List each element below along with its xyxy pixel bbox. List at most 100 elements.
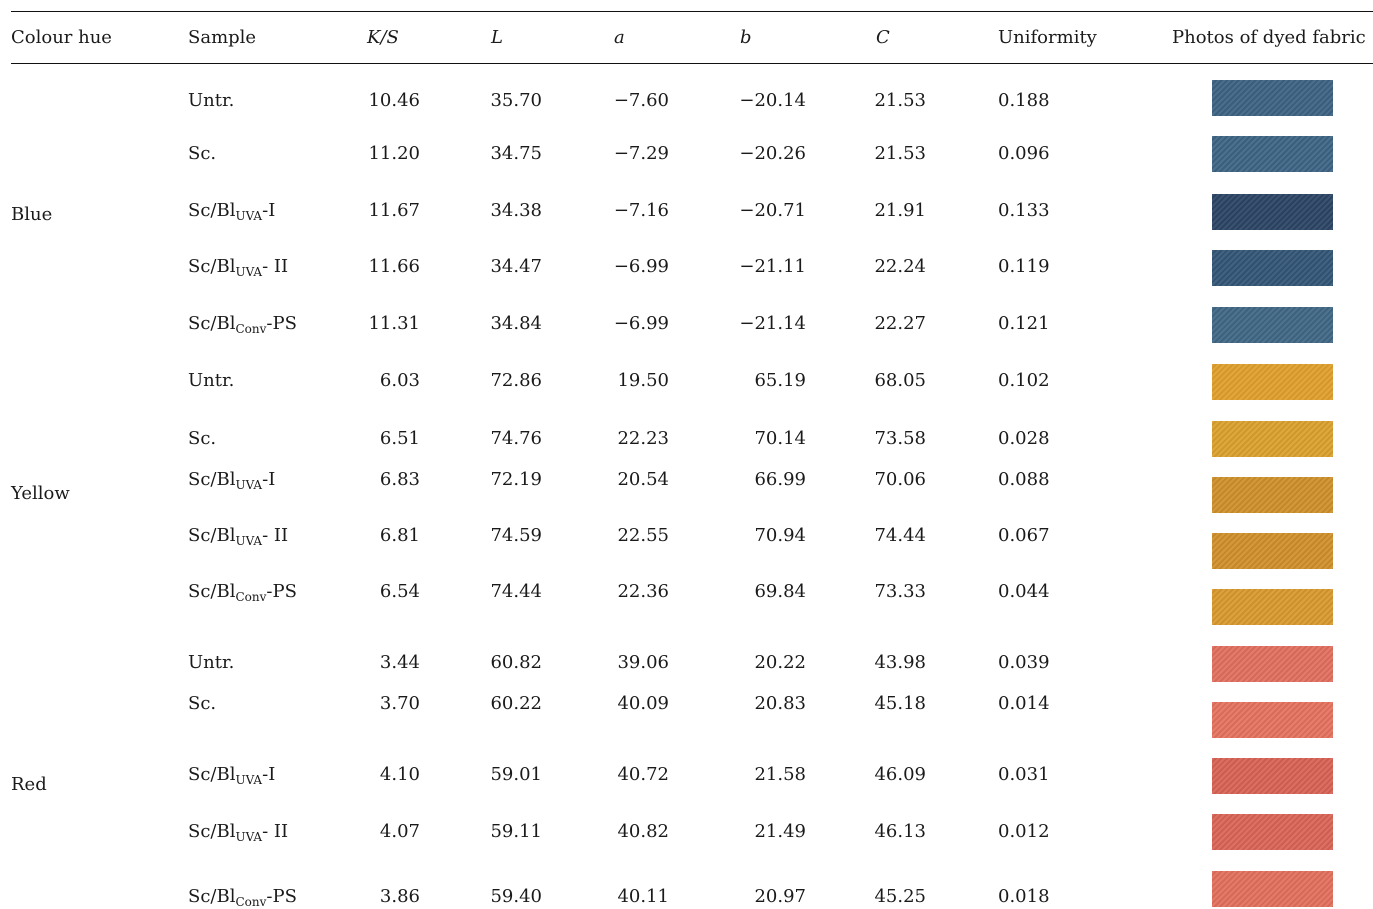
b-value: 20.22 <box>754 652 806 673</box>
b-value: 69.84 <box>754 581 806 602</box>
uniformity-value: 0.018 <box>998 886 1050 907</box>
sample-cell: Sc/BlConv-PS <box>188 313 297 335</box>
uniformity-value: 0.039 <box>998 652 1050 673</box>
sample-base: Sc/Bl <box>188 581 236 602</box>
ks-value: 11.31 <box>368 313 420 334</box>
a-value: 22.36 <box>617 581 669 602</box>
b-value: 70.94 <box>754 525 806 546</box>
sample-subscript: UVA <box>235 265 263 279</box>
sample-suffix: -I <box>262 200 276 221</box>
sample-suffix: - II <box>262 821 289 842</box>
fabric-swatch <box>1212 589 1333 625</box>
sample-suffix: - II <box>262 525 289 546</box>
a-value: 39.06 <box>617 652 669 673</box>
sample-base: Sc. <box>188 428 217 449</box>
ks-value: 4.10 <box>379 764 420 785</box>
l-value: 34.47 <box>490 256 542 277</box>
header-colour-hue: Colour hue <box>11 27 112 48</box>
l-value: 34.38 <box>490 200 542 221</box>
sample-cell: Sc/BlConv-PS <box>188 886 297 908</box>
uniformity-value: 0.028 <box>998 428 1050 449</box>
sample-cell: Sc/BlUVA-I <box>188 764 275 786</box>
header-b: b <box>740 27 752 48</box>
sample-base: Sc. <box>188 693 217 714</box>
sample-base: Sc/Bl <box>188 256 236 277</box>
b-value: 20.97 <box>754 886 806 907</box>
c-value: 22.27 <box>874 313 926 334</box>
ks-value: 11.67 <box>368 200 420 221</box>
uniformity-value: 0.133 <box>998 200 1050 221</box>
a-value: 19.50 <box>617 370 669 391</box>
header-rule <box>11 63 1373 64</box>
sample-base: Untr. <box>188 90 235 111</box>
sample-subscript: UVA <box>235 534 263 548</box>
fabric-swatch <box>1212 421 1333 457</box>
l-value: 59.11 <box>490 821 542 842</box>
c-value: 21.91 <box>874 200 926 221</box>
l-value: 34.84 <box>490 313 542 334</box>
sample-subscript: Conv <box>235 895 267 909</box>
fabric-swatch <box>1212 646 1333 682</box>
table-top-rule <box>11 11 1373 12</box>
sample-subscript: Conv <box>235 590 267 604</box>
l-value: 60.82 <box>490 652 542 673</box>
b-value: −21.11 <box>739 256 806 277</box>
sample-base: Sc/Bl <box>188 525 236 546</box>
sample-cell: Sc. <box>188 428 216 450</box>
ks-value: 6.54 <box>379 581 420 602</box>
sample-suffix: -PS <box>266 313 297 334</box>
c-value: 21.53 <box>874 90 926 111</box>
c-value: 70.06 <box>874 469 926 490</box>
ks-value: 11.20 <box>368 143 420 164</box>
c-value: 73.33 <box>874 581 926 602</box>
fabric-swatch <box>1212 814 1333 850</box>
sample-subscript: UVA <box>235 773 263 787</box>
ks-value: 6.03 <box>379 370 420 391</box>
sample-cell: Sc. <box>188 143 216 165</box>
c-value: 73.58 <box>874 428 926 449</box>
l-value: 74.44 <box>490 581 542 602</box>
c-value: 45.18 <box>874 693 926 714</box>
uniformity-value: 0.188 <box>998 90 1050 111</box>
l-value: 59.01 <box>490 764 542 785</box>
ks-value: 3.70 <box>379 693 420 714</box>
ks-value: 3.86 <box>379 886 420 907</box>
sample-base: Sc/Bl <box>188 313 236 334</box>
fabric-swatch <box>1212 136 1333 172</box>
sample-cell: Sc/BlUVA-I <box>188 469 275 491</box>
sample-base: Sc/Bl <box>188 469 236 490</box>
b-value: −20.26 <box>739 143 806 164</box>
sample-base: Sc/Bl <box>188 200 236 221</box>
sample-cell: Sc. <box>188 693 216 715</box>
sample-base: Sc. <box>188 143 217 164</box>
fabric-swatch <box>1212 250 1333 286</box>
uniformity-value: 0.044 <box>998 581 1050 602</box>
header-c: C <box>876 27 890 48</box>
ks-value: 6.51 <box>379 428 420 449</box>
b-value: 21.49 <box>754 821 806 842</box>
a-value: −6.99 <box>613 313 669 334</box>
c-value: 43.98 <box>874 652 926 673</box>
fabric-swatch <box>1212 307 1333 343</box>
fabric-swatch <box>1212 194 1333 230</box>
fabric-swatch <box>1212 477 1333 513</box>
fabric-swatch <box>1212 80 1333 116</box>
a-value: 40.72 <box>617 764 669 785</box>
sample-subscript: UVA <box>235 478 263 492</box>
sample-cell: Untr. <box>188 90 234 112</box>
header-a: a <box>614 27 625 48</box>
header-uniformity: Uniformity <box>998 27 1097 48</box>
uniformity-value: 0.119 <box>998 256 1050 277</box>
l-value: 60.22 <box>490 693 542 714</box>
sample-cell: Sc/BlUVA- II <box>188 525 288 547</box>
sample-suffix: - II <box>262 256 289 277</box>
fabric-swatch <box>1212 871 1333 907</box>
sample-suffix: -PS <box>266 581 297 602</box>
sample-subscript: Conv <box>235 322 267 336</box>
uniformity-value: 0.102 <box>998 370 1050 391</box>
sample-base: Untr. <box>188 652 235 673</box>
a-value: 22.55 <box>617 525 669 546</box>
ks-value: 6.83 <box>379 469 420 490</box>
l-value: 72.19 <box>490 469 542 490</box>
c-value: 45.25 <box>874 886 926 907</box>
